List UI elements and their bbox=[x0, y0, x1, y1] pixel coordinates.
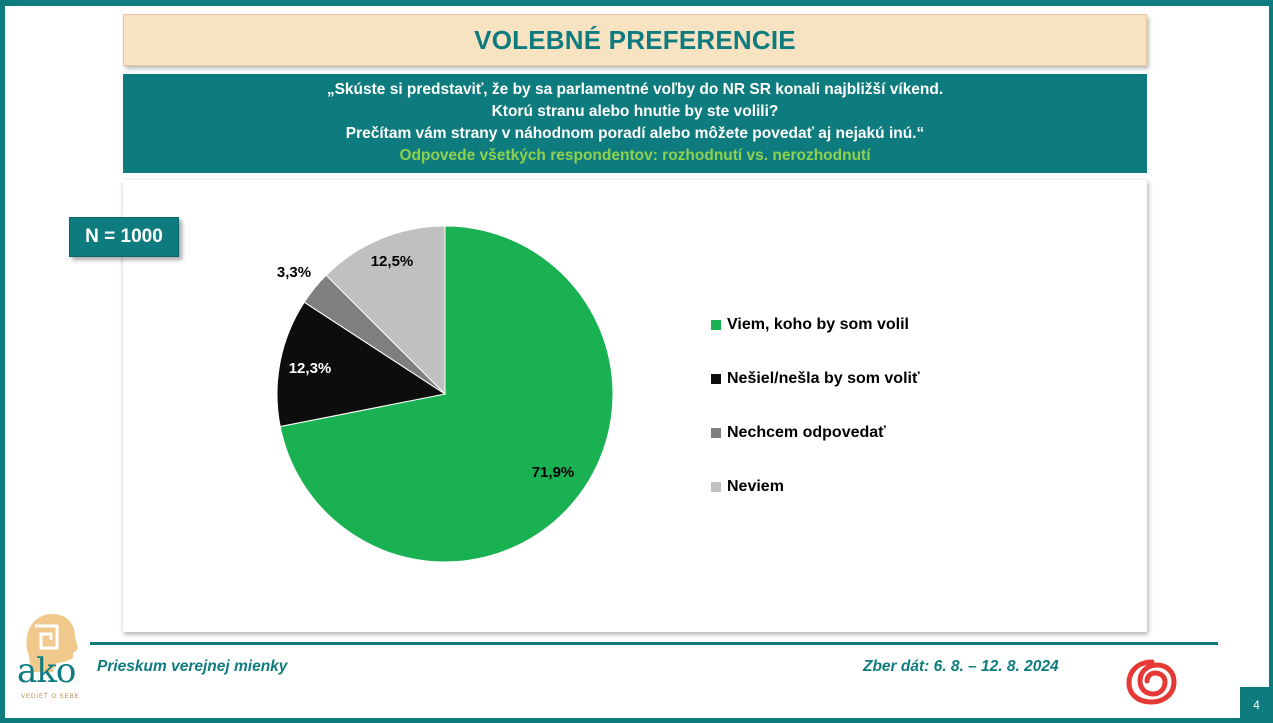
question-line-3: Prečítam vám strany v náhodnom poradí al… bbox=[345, 125, 925, 142]
ako-head-icon bbox=[26, 614, 78, 672]
collection-date: Zber dát: 6. 8. – 12. 8. 2024 bbox=[863, 658, 1059, 675]
legend-swatch bbox=[711, 428, 721, 438]
spiral-logo-icon bbox=[1126, 659, 1177, 705]
legend-swatch bbox=[711, 374, 721, 384]
title-banner: VOLEBNÉ PREFERENCIE bbox=[123, 14, 1147, 66]
page-title: VOLEBNÉ PREFERENCIE bbox=[474, 24, 796, 55]
question-line-1: „Skúste si predstaviť, že by sa parlamen… bbox=[326, 81, 944, 98]
legend-item: Nechcem odpovedať bbox=[711, 406, 920, 460]
survey-label: Prieskum verejnej mienky bbox=[97, 658, 288, 675]
legend-item: Nešiel/nešla by som voliť bbox=[711, 352, 920, 406]
chart-legend: Viem, koho by som volil Nešiel/nešla by … bbox=[711, 298, 920, 514]
slice-value-label: 71,9% bbox=[532, 464, 575, 481]
legend-item: Neviem bbox=[711, 460, 920, 514]
sample-size-badge: N = 1000 bbox=[69, 217, 179, 257]
page-number: 4 bbox=[1240, 687, 1273, 723]
legend-swatch bbox=[711, 320, 721, 330]
slice-value-label: 3,3% bbox=[277, 264, 311, 281]
legend-label: Nechcem odpovedať bbox=[727, 424, 886, 441]
legend-item: Viem, koho by som volil bbox=[711, 298, 920, 352]
ako-logo-text: ako bbox=[17, 651, 76, 691]
footer-divider bbox=[90, 642, 1218, 645]
slice-value-label: 12,3% bbox=[289, 360, 332, 377]
pie-slice bbox=[279, 225, 614, 563]
pie-chart: 71,9% 12,3% 3,3% 12,5% bbox=[276, 225, 614, 563]
slice-value-label: 12,5% bbox=[371, 253, 414, 270]
legend-label: Viem, koho by som volil bbox=[727, 316, 909, 333]
legend-label: Neviem bbox=[727, 478, 784, 495]
ako-tagline: VEDIEŤ O SEBE bbox=[21, 694, 80, 700]
pie-slice bbox=[276, 301, 447, 428]
legend-swatch bbox=[711, 482, 721, 492]
question-banner: „Skúste si predstaviť, že by sa parlamen… bbox=[123, 74, 1147, 173]
pie-slice bbox=[325, 225, 446, 396]
legend-label: Nešiel/nešla by som voliť bbox=[727, 370, 920, 387]
question-subtitle: Odpovede všetkých respondentov: rozhodnu… bbox=[399, 147, 871, 164]
question-line-2: Ktorú stranu alebo hnutie by ste volili? bbox=[491, 103, 779, 120]
